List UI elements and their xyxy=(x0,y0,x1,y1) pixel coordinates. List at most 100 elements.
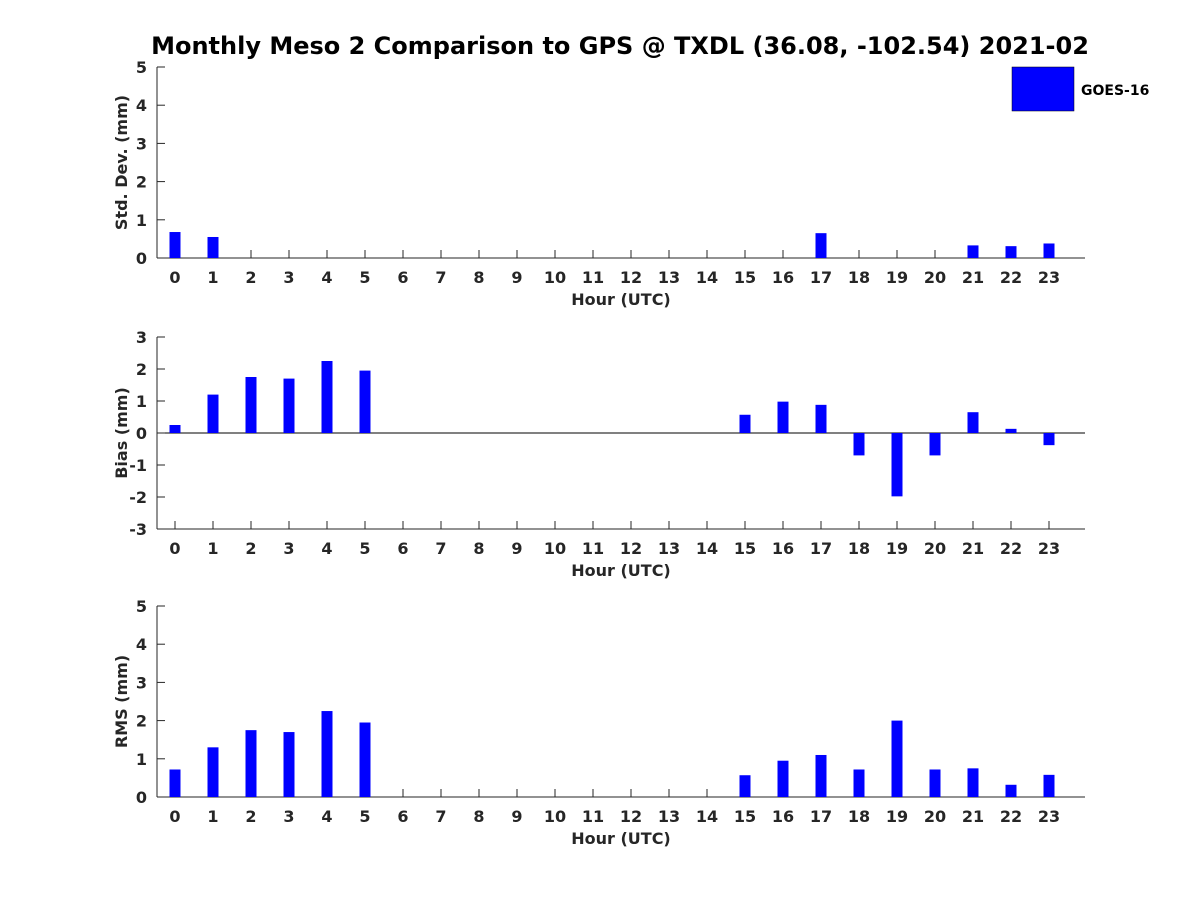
y-axis-label: Bias (mm) xyxy=(112,387,131,479)
x-tick-label: 7 xyxy=(435,268,446,287)
bar xyxy=(815,404,827,433)
bar xyxy=(245,730,257,797)
x-tick-label: 5 xyxy=(359,539,370,558)
x-tick-label: 0 xyxy=(169,807,180,826)
x-tick-label: 22 xyxy=(1000,807,1022,826)
y-tick-label: 0 xyxy=(136,788,147,807)
x-tick-label: 23 xyxy=(1038,807,1060,826)
y-tick-label: 1 xyxy=(136,750,147,769)
x-tick-label: 11 xyxy=(582,268,604,287)
bar xyxy=(207,236,219,258)
legend: GOES-16 xyxy=(1011,66,1149,112)
x-tick-label: 18 xyxy=(848,268,870,287)
x-tick-label: 20 xyxy=(924,268,946,287)
bar xyxy=(207,394,219,433)
bar xyxy=(929,433,941,456)
x-tick-label: 1 xyxy=(207,807,218,826)
x-tick-label: 13 xyxy=(658,539,680,558)
x-tick-label: 22 xyxy=(1000,539,1022,558)
x-tick-label: 16 xyxy=(772,268,794,287)
bar xyxy=(739,414,751,433)
bar xyxy=(853,769,865,797)
x-tick-label: 9 xyxy=(511,539,522,558)
x-tick-label: 14 xyxy=(696,268,718,287)
y-tick-label: -3 xyxy=(129,520,147,539)
legend-swatch xyxy=(1011,66,1075,112)
x-tick-label: 23 xyxy=(1038,539,1060,558)
x-tick-label: 3 xyxy=(283,807,294,826)
bar xyxy=(1005,784,1017,797)
bar xyxy=(777,401,789,433)
x-tick-label: 12 xyxy=(620,268,642,287)
x-tick-label: 13 xyxy=(658,807,680,826)
x-tick-label: 12 xyxy=(620,807,642,826)
y-tick-label: 2 xyxy=(136,360,147,379)
x-tick-label: 19 xyxy=(886,807,908,826)
x-tick-label: 19 xyxy=(886,539,908,558)
y-tick-label: 5 xyxy=(136,58,147,77)
x-tick-label: 11 xyxy=(582,807,604,826)
x-tick-label: 6 xyxy=(397,268,408,287)
y-tick-label: 5 xyxy=(136,597,147,616)
x-tick-label: 6 xyxy=(397,539,408,558)
x-tick-label: 1 xyxy=(207,539,218,558)
y-tick-label: 2 xyxy=(136,712,147,731)
y-tick-label: 3 xyxy=(136,673,147,692)
y-tick-label: 3 xyxy=(136,328,147,347)
bar xyxy=(321,361,333,433)
bar xyxy=(1005,428,1017,433)
x-axis-label: Hour (UTC) xyxy=(571,290,671,309)
x-tick-label: 15 xyxy=(734,807,756,826)
x-tick-label: 21 xyxy=(962,539,984,558)
x-tick-label: 19 xyxy=(886,268,908,287)
bar xyxy=(1005,246,1017,258)
x-tick-label: 4 xyxy=(321,807,332,826)
x-tick-label: 23 xyxy=(1038,268,1060,287)
x-tick-label: 20 xyxy=(924,807,946,826)
x-tick-label: 16 xyxy=(772,539,794,558)
x-tick-label: 15 xyxy=(734,539,756,558)
y-tick-label: 0 xyxy=(136,424,147,443)
bar xyxy=(321,711,333,797)
x-tick-label: 13 xyxy=(658,268,680,287)
chart-title: Monthly Meso 2 Comparison to GPS @ TXDL … xyxy=(151,32,1089,60)
x-tick-label: 7 xyxy=(435,539,446,558)
x-tick-label: 3 xyxy=(283,268,294,287)
x-tick-label: 18 xyxy=(848,539,870,558)
y-tick-label: 1 xyxy=(136,211,147,230)
x-tick-label: 4 xyxy=(321,539,332,558)
x-tick-label: 16 xyxy=(772,807,794,826)
x-tick-label: 10 xyxy=(544,539,566,558)
x-tick-label: 9 xyxy=(511,268,522,287)
bar xyxy=(739,775,751,797)
x-tick-label: 2 xyxy=(245,807,256,826)
bar xyxy=(853,433,865,456)
x-tick-label: 1 xyxy=(207,268,218,287)
bar xyxy=(929,769,941,797)
bar xyxy=(169,232,181,258)
x-tick-label: 3 xyxy=(283,539,294,558)
x-tick-label: 2 xyxy=(245,539,256,558)
x-tick-label: 15 xyxy=(734,268,756,287)
x-tick-label: 21 xyxy=(962,268,984,287)
x-tick-label: 20 xyxy=(924,539,946,558)
y-tick-label: 3 xyxy=(136,134,147,153)
x-tick-label: 10 xyxy=(544,807,566,826)
x-tick-label: 12 xyxy=(620,539,642,558)
x-tick-label: 8 xyxy=(473,539,484,558)
bar xyxy=(815,754,827,797)
bar xyxy=(359,370,371,433)
bar xyxy=(967,768,979,797)
x-tick-label: 18 xyxy=(848,807,870,826)
y-axis-label: RMS (mm) xyxy=(112,655,131,748)
bar xyxy=(283,378,295,433)
x-tick-label: 6 xyxy=(397,807,408,826)
x-tick-label: 5 xyxy=(359,268,370,287)
y-tick-label: -2 xyxy=(129,488,147,507)
x-tick-label: 2 xyxy=(245,268,256,287)
x-axis-label: Hour (UTC) xyxy=(571,561,671,580)
